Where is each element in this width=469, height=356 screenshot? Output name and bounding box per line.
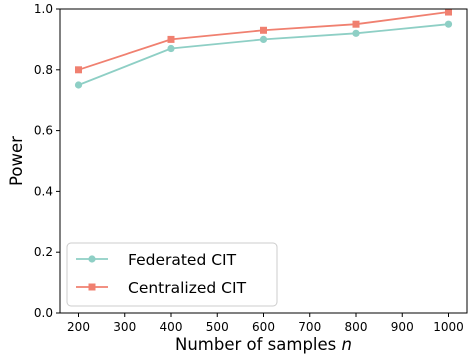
y-tick-label: 0.0 (34, 306, 53, 320)
data-point-centralized-cit (167, 35, 175, 43)
y-tick-label: 0.8 (34, 63, 53, 77)
x-tick-label: 500 (206, 320, 229, 334)
legend-marker-federated-cit (88, 255, 96, 263)
legend-marker-centralized-cit (88, 283, 96, 291)
x-tick-label: 1000 (433, 320, 464, 334)
legend-label-federated-cit: Federated CIT (128, 251, 237, 269)
data-point-federated-cit (74, 81, 83, 89)
data-point-federated-cit (167, 44, 175, 53)
x-tick-label: 700 (298, 320, 321, 334)
y-tick-label: 0.6 (34, 124, 53, 138)
x-tick-label: 900 (391, 320, 414, 334)
data-point-federated-cit (444, 20, 453, 28)
legend-item-federated-cit: Federated CIT (76, 251, 237, 269)
data-point-centralized-cit (352, 20, 360, 28)
x-axis-title: Number of samples n (175, 335, 352, 354)
data-point-centralized-cit (445, 8, 452, 16)
x-tick-label: 300 (113, 320, 136, 334)
x-tick-label: 800 (345, 320, 368, 334)
data-point-centralized-cit (260, 26, 267, 34)
legend-box (66, 242, 278, 307)
x-tick-label: 400 (160, 320, 183, 334)
legend-label-centralized-cit: Centralized CIT (128, 279, 247, 297)
legend-item-centralized-cit: Centralized CIT (76, 279, 247, 297)
x-axis-title-variable: n (342, 335, 352, 354)
y-tick-label: 0.4 (34, 184, 53, 198)
series-federated-cit (74, 20, 453, 89)
x-tick-label: 200 (67, 320, 90, 334)
data-point-centralized-cit (75, 66, 82, 74)
y-tick-label: 1.0 (34, 2, 53, 16)
x-axis-title-text: Number of samples (175, 335, 336, 354)
axis-ticks: 200 300 400 500 600 700 800 900 1000 0.0 0.2 0.4 0.6… (34, 2, 464, 334)
series-centralized-cit (75, 8, 452, 74)
data-point-federated-cit (352, 29, 360, 37)
y-axis-title: Power (7, 136, 26, 186)
series-layer (74, 8, 453, 89)
y-tick-label: 0.2 (34, 245, 53, 259)
data-point-federated-cit (259, 35, 268, 44)
x-tick-label: 600 (252, 320, 275, 334)
legend: Federated CIT Centralized CIT (66, 242, 278, 307)
